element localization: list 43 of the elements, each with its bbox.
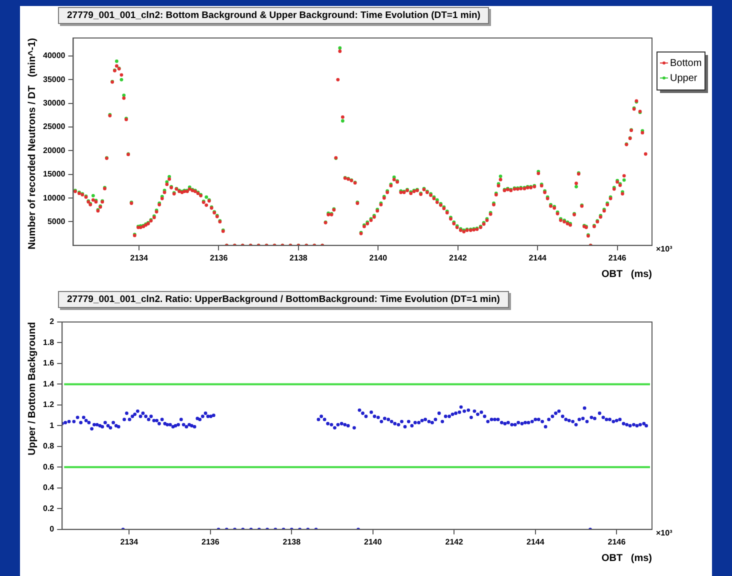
x-tick-label: 2144 — [528, 253, 548, 262]
y-tick-label: 1.4 — [42, 379, 55, 388]
text: ×10³ — [656, 244, 673, 254]
x-tick-label: 2142 — [445, 537, 464, 546]
x-tick-label: 2134 — [120, 537, 139, 546]
y-tick-label: 0.6 — [42, 462, 55, 472]
x-tick-label: 2140 — [364, 537, 382, 546]
x-tick-label: 2140 — [369, 253, 388, 262]
y-tick-label: 5000 — [47, 216, 66, 226]
y-tick-label: 25000 — [42, 122, 66, 132]
x-tick-label: 2138 — [282, 537, 302, 546]
y-tick-label: 0.4 — [42, 483, 55, 492]
x-axis-title: OBT (ms) — [601, 552, 652, 564]
x-tick-label: 2144 — [526, 537, 545, 546]
legend-label: Upper — [670, 72, 698, 84]
y-axis-title: Number of recorded Neutrons / DT (min^-1) — [26, 38, 38, 250]
legend-label: Bottom — [670, 58, 702, 69]
y-tick-label: 2 — [50, 317, 55, 326]
x-tick-label: 2136 — [210, 253, 228, 262]
text: ×10³ — [656, 528, 673, 538]
x-tick-label: 2138 — [290, 253, 308, 262]
chart-title: 27779_001_001_cln2. Ratio: UpperBackground / BottomBackground: Time Evolution (DT=1 min) — [58, 291, 509, 308]
y-tick-label: 0 — [50, 524, 55, 534]
y-tick-label: 35000 — [42, 74, 66, 84]
x-tick-label: 2134 — [130, 253, 148, 262]
x-axis-title: OBT (ms) — [601, 268, 652, 280]
y-axis-title: Upper / Bottom Background — [26, 322, 38, 456]
y-tick-label: 1.2 — [42, 400, 55, 410]
x-tick-label: 2146 — [608, 253, 627, 262]
y-tick-label: 1.8 — [42, 338, 55, 347]
y-tick-label: 1.6 — [42, 358, 55, 368]
y-tick-label: 10000 — [42, 193, 66, 202]
y-tick-label: 15000 — [42, 170, 66, 179]
y-tick-label: 0.8 — [42, 442, 55, 451]
y-tick-label: 0.2 — [42, 504, 55, 513]
y-tick-label: 30000 — [42, 98, 66, 108]
y-tick-label: 1 — [50, 420, 55, 430]
x-tick-label: 2146 — [608, 537, 626, 546]
y-tick-label: 20000 — [42, 146, 66, 155]
x-tick-label: 2136 — [202, 537, 220, 546]
y-tick-label: 40000 — [42, 51, 66, 60]
x-tick-label: 2142 — [448, 253, 468, 262]
chart-title: 27779_001_001_cln2: Bottom Background & Upper Background: Time Evolution (DT=1 min) — [58, 7, 490, 24]
